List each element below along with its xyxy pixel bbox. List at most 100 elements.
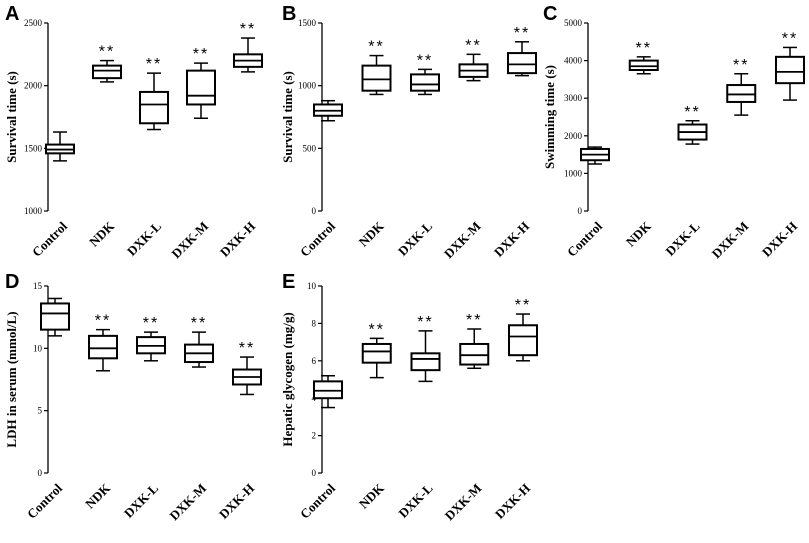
chart-panel-a: A 1000 1500 2000 2500 Survival time (s) Contro…	[4, 3, 263, 261]
y-tick-label: 8	[312, 318, 317, 328]
panel-letter: C	[543, 3, 557, 25]
y-tick-label: 2500	[24, 18, 43, 28]
category-label: NDK	[356, 480, 388, 512]
significance-marker: **	[193, 46, 209, 63]
box-plot-ndk: **	[628, 40, 659, 75]
significance-marker: **	[782, 30, 798, 47]
category-label: DXK-L	[395, 480, 435, 520]
y-tick-label: 0	[312, 468, 317, 478]
y-tick-label: 1000	[24, 206, 43, 216]
iqr-box	[459, 342, 490, 366]
y-tick-label: 1500	[24, 143, 43, 153]
significance-marker: **	[465, 37, 481, 54]
iqr-box	[410, 352, 441, 372]
category-label: NDK	[356, 218, 388, 250]
panel-letter: E	[282, 271, 295, 293]
category-label: Control	[24, 480, 65, 521]
box-plot-ndk: **	[361, 321, 392, 379]
iqr-box	[40, 302, 70, 331]
box-plot-ndk: **	[88, 313, 118, 372]
iqr-box	[88, 334, 118, 360]
iqr-box	[508, 324, 538, 357]
category-label: Control	[564, 218, 605, 259]
significance-marker: **	[684, 104, 700, 121]
category-label: Control	[297, 480, 338, 521]
box-plot-control	[45, 131, 75, 162]
y-tick-label: 4000	[564, 56, 583, 66]
significance-marker: **	[146, 56, 162, 73]
category-label: NDK	[82, 480, 114, 512]
y-tick-label: 2000	[564, 131, 583, 141]
y-tick-label: 1000	[298, 81, 317, 91]
y-tick-label: 10	[307, 281, 317, 291]
significance-marker: **	[636, 40, 652, 57]
category-label: DXK-L	[121, 480, 161, 520]
box-plot-ndk: **	[361, 39, 392, 96]
category-label: DXK-M	[442, 481, 485, 524]
significance-marker: **	[514, 25, 530, 42]
significance-marker: **	[466, 312, 482, 329]
y-tick-label: 3000	[564, 93, 583, 103]
box-plot-control	[313, 99, 343, 122]
category-label: NDK	[86, 218, 118, 250]
significance-marker: **	[143, 315, 159, 332]
box-plot-dxk-l: **	[410, 52, 440, 96]
y-tick-label: 15	[33, 281, 43, 291]
category-label: DXK-H	[492, 481, 533, 522]
iqr-box	[775, 55, 805, 85]
y-axis-title: Hepatic glycogen (mg/g)	[280, 312, 295, 446]
iqr-box	[628, 59, 659, 71]
box-plot-control	[580, 146, 610, 165]
iqr-box	[186, 69, 216, 106]
y-tick-label: 0	[38, 468, 43, 478]
box-plot-dxk-m: **	[459, 312, 490, 370]
significance-marker: **	[417, 52, 433, 69]
significance-marker: **	[417, 314, 433, 331]
iqr-box	[507, 52, 537, 75]
category-label: Control	[29, 218, 70, 259]
y-tick-label: 2	[312, 431, 317, 441]
category-label: DXK-L	[124, 218, 164, 258]
box-plot-dxk-h: **	[232, 340, 262, 396]
chart-panel-c: C 0 1000 2000 3000 4000 5000 Swimming time (s) C…	[542, 3, 805, 261]
chart-panel-e: E0246810Hepatic glycogen (mg/g)Control**…	[280, 271, 538, 524]
significance-marker: **	[515, 297, 531, 314]
category-label: DXK-L	[395, 218, 435, 258]
significance-marker: **	[733, 57, 749, 74]
y-tick-label: 0	[578, 206, 583, 216]
box-plot-dxk-h: **	[233, 21, 263, 73]
iqr-box	[361, 64, 392, 92]
y-axis-title: LDH in serum (mmol/L)	[4, 311, 19, 447]
y-tick-label: 0	[312, 206, 317, 216]
iqr-box	[139, 90, 169, 125]
panel-letter: D	[5, 271, 19, 293]
y-axis-title: Survival time (s)	[4, 71, 19, 163]
y-axis-title: Swimming time (s)	[542, 65, 557, 169]
category-label: DXK-H	[216, 481, 257, 522]
significance-marker: **	[99, 44, 115, 61]
box-plot-dxk-l: **	[677, 104, 708, 145]
box-plot-dxk-h: **	[775, 30, 805, 101]
category-label: DXK-M	[166, 481, 209, 524]
box-plot-ndk: **	[92, 44, 122, 83]
box-plot-control	[40, 297, 70, 337]
iqr-box	[726, 84, 757, 103]
iqr-box	[410, 73, 440, 92]
significance-marker: **	[191, 315, 207, 332]
panel-letter: B	[282, 3, 296, 25]
y-tick-label: 10	[33, 343, 43, 353]
box-plot-dxk-l: **	[410, 314, 441, 383]
box-plot-dxk-m: **	[186, 46, 216, 120]
category-label: DXK-H	[491, 219, 532, 260]
y-tick-label: 500	[303, 143, 317, 153]
box-plot-dxk-l: **	[136, 315, 166, 362]
significance-marker: **	[368, 39, 384, 56]
box-plot-dxk-h: **	[507, 25, 537, 77]
y-tick-label: 1000	[564, 168, 583, 178]
significance-marker: **	[240, 21, 256, 38]
iqr-box	[92, 64, 122, 80]
y-tick-label: 5	[38, 406, 43, 416]
box-plot-dxk-m: **	[184, 315, 214, 368]
iqr-box	[313, 380, 343, 400]
